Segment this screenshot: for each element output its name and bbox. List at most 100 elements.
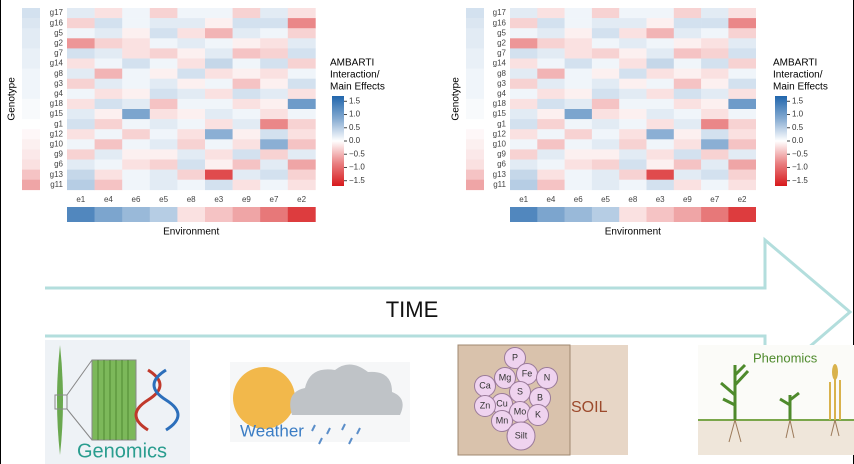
heat-cell (260, 139, 288, 149)
heat-cell (177, 119, 205, 129)
genotype-label: g3 (497, 79, 506, 88)
heat-cell (510, 69, 538, 79)
heat-cell (728, 119, 756, 129)
heat-cell (537, 38, 565, 48)
heat-cell (674, 89, 702, 99)
genotype-effect (22, 139, 40, 149)
heat-cell (205, 180, 233, 190)
heat-cell (674, 8, 702, 18)
heat-cell (233, 48, 261, 58)
x-axis-label: Environment (605, 227, 661, 238)
heat-cell (260, 28, 288, 38)
heat-cell (674, 28, 702, 38)
genomics-panel: Genomics (45, 340, 190, 464)
environment-label: e1 (519, 195, 528, 204)
heat-cell (674, 180, 702, 190)
genotype-label: g1 (54, 119, 63, 128)
heat-cell (205, 89, 233, 99)
genotype-label: g9 (54, 150, 63, 159)
heat-cell (205, 170, 233, 180)
heat-cell (95, 109, 123, 119)
heat-cell (537, 119, 565, 129)
heat-cell (150, 119, 178, 129)
ground (698, 420, 854, 455)
heat-cell (95, 89, 123, 99)
heat-cell (288, 129, 316, 139)
colorbar-tick-label: 1.5 (349, 96, 361, 105)
phenomics-label: Phenomics (753, 350, 818, 365)
genotype-label: g5 (497, 28, 506, 37)
environment-effect (122, 207, 150, 222)
heat-cell (510, 8, 538, 18)
heat-cell (565, 38, 593, 48)
heat-cell (288, 139, 316, 149)
heat-cell (233, 180, 261, 190)
heat-cell (674, 149, 702, 159)
heat-cell (67, 139, 95, 149)
heat-cell (674, 119, 702, 129)
genotype-label: g1 (497, 119, 506, 128)
heat-cell (701, 48, 729, 58)
genotype-effect (466, 28, 484, 38)
environment-effect (288, 207, 316, 222)
environment-label: e6 (132, 195, 141, 204)
nutrient-label: Zn (480, 400, 491, 410)
genotype-effect (466, 149, 484, 159)
heat-cell (701, 129, 729, 139)
heat-cell (67, 38, 95, 48)
genotype-effect (466, 38, 484, 48)
heat-cell (647, 89, 675, 99)
heat-cell (260, 69, 288, 79)
heat-cell (95, 170, 123, 180)
heat-cell (701, 180, 729, 190)
heat-cell (701, 170, 729, 180)
heat-cell (728, 48, 756, 58)
heat-cell (647, 180, 675, 190)
heat-cell (122, 109, 150, 119)
soil-panel: SOIL PFeMgCaNSBCuZnMoKMnSilt (458, 345, 628, 455)
heat-cell (537, 180, 565, 190)
heat-cell (619, 18, 647, 28)
genotype-label: g6 (54, 160, 63, 169)
heat-cell (647, 48, 675, 58)
heat-cell (67, 160, 95, 170)
genotype-label: g5 (54, 28, 63, 37)
heat-cell (619, 139, 647, 149)
heat-cell (592, 79, 620, 89)
heat-cell (619, 89, 647, 99)
genotype-label: g17 (493, 8, 507, 17)
heat-cell (150, 139, 178, 149)
heat-cell (701, 149, 729, 159)
heat-cell (537, 18, 565, 28)
genotype-label: g13 (493, 170, 507, 179)
colorbar-tick-label: −1.5 (792, 176, 808, 185)
heat-cell (233, 170, 261, 180)
heat-cell (233, 38, 261, 48)
heat-cell (592, 129, 620, 139)
environment-effect (95, 207, 123, 222)
heat-cell (122, 79, 150, 89)
wheat-head (832, 364, 838, 380)
heat-cell (288, 160, 316, 170)
environment-label: e8 (628, 195, 637, 204)
heat-cell (728, 89, 756, 99)
heat-cell (177, 129, 205, 139)
heat-cell (260, 119, 288, 129)
heat-cell (565, 79, 593, 89)
heat-cell (565, 129, 593, 139)
heat-cell (510, 109, 538, 119)
heat-cell (537, 8, 565, 18)
heat-cell (647, 38, 675, 48)
heat-cell (510, 28, 538, 38)
heat-cell (647, 160, 675, 170)
genotype-effect (466, 99, 484, 109)
heat-cell (177, 109, 205, 119)
environment-effect (647, 207, 675, 222)
heat-cell (619, 109, 647, 119)
heat-cell (537, 160, 565, 170)
heat-cell (592, 109, 620, 119)
heat-cell (150, 69, 178, 79)
heat-cell (537, 139, 565, 149)
heat-cell (674, 99, 702, 109)
heat-cell (537, 28, 565, 38)
